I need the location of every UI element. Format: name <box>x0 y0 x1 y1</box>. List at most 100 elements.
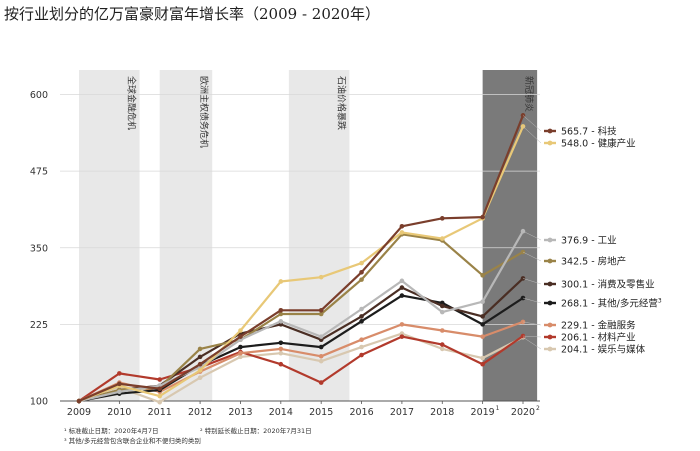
legend-marker <box>547 140 553 146</box>
x-tick-label: 2016 <box>349 407 373 418</box>
data-point <box>359 344 364 350</box>
footnote: ¹ 标准截止日期：2020年4月7日 <box>64 426 159 435</box>
data-point <box>157 399 163 405</box>
legend-leader <box>522 115 542 132</box>
data-point <box>359 314 364 319</box>
data-point <box>318 344 324 350</box>
legend-marker <box>547 346 553 352</box>
data-point <box>439 346 445 352</box>
footnote: ³ 其他/多元经营包含联合企业和不便归类的类别 <box>64 436 201 445</box>
data-point <box>399 278 405 284</box>
data-point <box>480 322 485 327</box>
legend-marker <box>547 281 553 287</box>
data-point <box>359 277 364 282</box>
series-line <box>77 334 525 403</box>
footnotes: ¹ 标准截止日期：2020年4月7日 ² 特别延长截止日期：2020年7月31日³… <box>64 426 312 445</box>
x-axis: 2009 2010 2011 2012 2013 2014 2015 2016 2017 2018… <box>67 401 540 418</box>
event-band-label: 新冠肺炎 <box>523 76 535 112</box>
data-point <box>480 314 485 319</box>
data-point <box>197 346 203 352</box>
data-point <box>399 224 405 229</box>
data-point <box>278 307 284 313</box>
x-tick-label: 2009 <box>67 407 91 418</box>
event-band <box>79 70 140 401</box>
event-band-label: 全球金融危机 <box>126 76 138 130</box>
data-point <box>318 353 324 359</box>
data-point <box>439 303 445 309</box>
legend-label: 206.1 - 材料产业 <box>561 332 636 344</box>
data-point <box>480 355 485 361</box>
event-band <box>159 70 213 401</box>
legend-leader <box>522 230 542 241</box>
data-point <box>399 230 405 235</box>
data-point <box>76 398 82 404</box>
legend-leader <box>522 278 542 285</box>
data-point <box>480 361 485 367</box>
data-point <box>480 334 485 339</box>
data-point <box>359 352 364 358</box>
legend-marker <box>547 322 553 328</box>
legend-marker <box>547 258 553 264</box>
x-tick-superscript: 1 <box>496 405 500 412</box>
data-point <box>318 334 324 339</box>
x-tick-label: 2019 <box>471 407 495 418</box>
legend-label: 204.1 - 娱乐与媒体 <box>561 344 646 356</box>
series-line <box>77 332 525 404</box>
data-point <box>318 307 324 313</box>
data-point <box>439 236 445 241</box>
data-point <box>318 311 324 317</box>
data-point <box>278 350 284 356</box>
data-point <box>399 293 405 298</box>
data-point <box>399 322 405 327</box>
legend-label: 548.0 - 健康产业 <box>561 138 636 150</box>
data-point <box>359 337 364 343</box>
series-line <box>77 125 525 403</box>
data-point <box>117 371 122 376</box>
series-lines <box>76 113 526 405</box>
data-point <box>439 309 445 315</box>
data-point <box>157 393 163 399</box>
data-point <box>278 311 284 317</box>
legend-label: 342.5 - 房地产 <box>561 256 626 268</box>
data-point <box>278 361 284 367</box>
data-point <box>439 216 445 221</box>
gridlines <box>60 94 540 402</box>
legend-label: 376.9 - 工业 <box>561 236 617 247</box>
legend-leader <box>522 335 542 338</box>
data-point <box>359 306 364 312</box>
chart-title: 按行业划分的亿万富豪财富年增长率（2009 - 2020年） <box>4 5 380 23</box>
data-point <box>278 319 284 324</box>
footnote: ² 特别延长截止日期：2020年7月31日 <box>200 426 312 435</box>
data-point <box>238 328 243 333</box>
event-bands: 全球金融危机 欧洲主权债务危机 石油价格暴跌 新冠肺炎 <box>79 70 538 401</box>
data-point <box>197 375 203 381</box>
data-point <box>439 342 445 347</box>
x-tick-superscript: 2 <box>536 405 540 412</box>
x-tick-label: 2013 <box>228 407 252 418</box>
x-tick-label: 2020 <box>511 407 535 418</box>
data-point <box>439 328 445 333</box>
y-tick-label: 100 <box>30 397 48 408</box>
data-point <box>238 344 243 350</box>
data-point <box>197 361 203 367</box>
data-point <box>359 269 364 275</box>
data-point <box>278 340 284 346</box>
series-line <box>77 294 525 403</box>
x-tick-label: 2017 <box>390 407 414 418</box>
data-point <box>238 354 243 360</box>
data-point <box>197 368 203 373</box>
series-line <box>77 114 525 403</box>
legend-leader <box>522 251 542 262</box>
legend-leader <box>522 321 542 326</box>
y-axis: 100 225 350 475 600 <box>30 90 48 407</box>
y-tick-label: 475 <box>30 167 48 178</box>
event-band-label: 石油价格暴跌 <box>335 76 347 130</box>
data-point <box>399 334 405 339</box>
data-point <box>480 299 485 305</box>
legend-marker <box>547 300 553 306</box>
y-tick-label: 600 <box>30 90 48 101</box>
x-tick-label: 2011 <box>148 407 172 418</box>
y-tick-label: 350 <box>30 243 48 254</box>
data-point <box>157 386 163 392</box>
